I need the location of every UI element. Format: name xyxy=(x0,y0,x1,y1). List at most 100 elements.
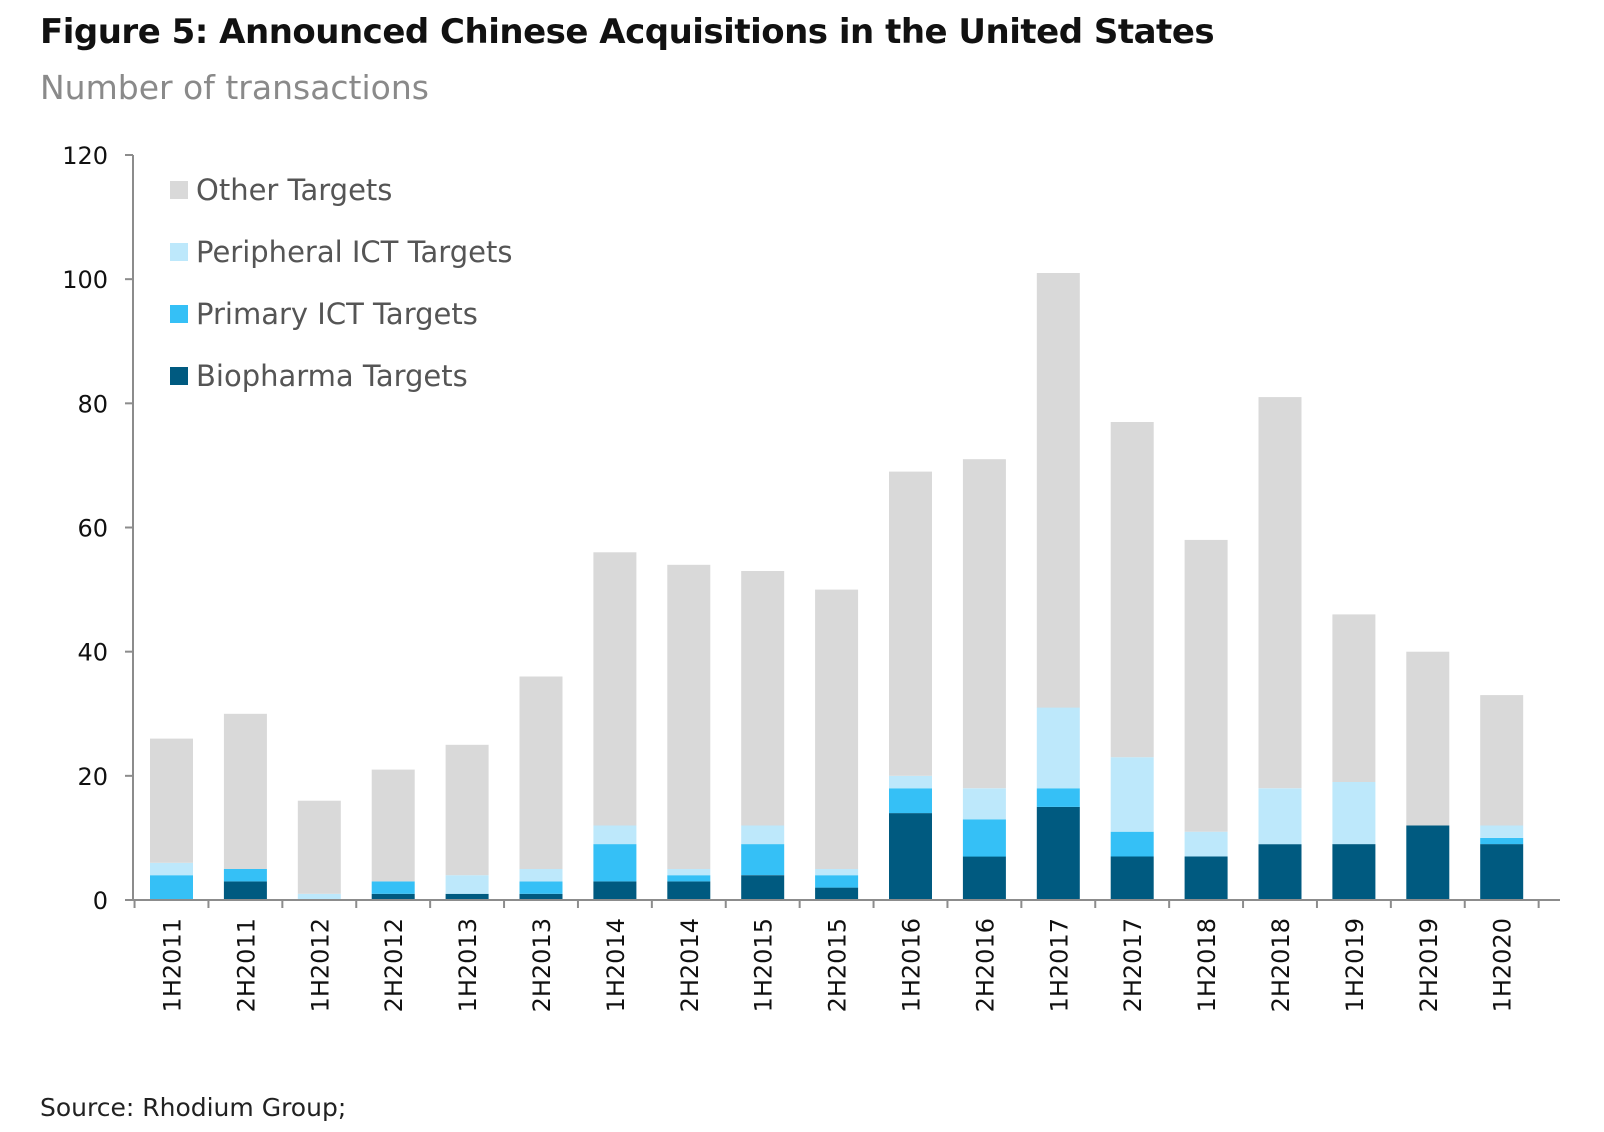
x-tick-label: 1H2012 xyxy=(306,918,334,1012)
legend-label-primary-ict-targets: Primary ICT Targets xyxy=(196,297,478,331)
bar-segment-primary-ict-targets-1H2014 xyxy=(593,844,637,882)
bar-segment-biopharma-targets-1H2020 xyxy=(1480,844,1524,900)
chart-title: Figure 5: Announced Chinese Acquisitions… xyxy=(40,12,1215,52)
x-tick-label: 2H2013 xyxy=(528,918,556,1012)
bar-segment-peripheral-ict-targets-2H2016 xyxy=(962,788,1006,820)
bar-segment-peripheral-ict-targets-1H2011 xyxy=(150,862,193,876)
bar-segment-primary-ict-targets-1H2015 xyxy=(741,844,785,876)
y-tick-label: 0 xyxy=(93,887,108,915)
bar-segment-biopharma-targets-2H2019 xyxy=(1406,825,1450,900)
x-tick-label: 1H2019 xyxy=(1341,918,1369,1012)
bar-segment-other-targets-1H2017 xyxy=(1036,273,1080,708)
bar-segment-other-targets-2H2012 xyxy=(371,769,415,882)
bar-segment-peripheral-ict-targets-1H2017 xyxy=(1036,707,1080,789)
legend-label-biopharma-targets: Biopharma Targets xyxy=(196,359,468,393)
x-tick-label: 2H2017 xyxy=(1119,918,1147,1012)
bar-segment-other-targets-2H2016 xyxy=(962,459,1006,789)
x-tick-label: 2H2014 xyxy=(676,918,704,1012)
x-tick-label: 2H2012 xyxy=(380,918,408,1012)
legend-label-other-targets: Other Targets xyxy=(196,173,392,207)
y-tick-label: 80 xyxy=(77,390,108,418)
x-tick-label: 1H2014 xyxy=(602,918,630,1012)
bar-segment-primary-ict-targets-2H2013 xyxy=(519,881,563,894)
legend-swatch-biopharma-targets xyxy=(170,367,188,385)
bar-segment-biopharma-targets-2H2013 xyxy=(519,893,563,900)
x-tick-label: 1H2017 xyxy=(1045,918,1073,1012)
bar-segment-peripheral-ict-targets-2H2018 xyxy=(1258,788,1302,845)
legend-swatch-primary-ict-targets xyxy=(170,305,188,323)
x-tick-label: 2H2016 xyxy=(971,918,999,1012)
bar-segment-other-targets-2H2013 xyxy=(519,676,563,869)
bar-segment-biopharma-targets-1H2014 xyxy=(593,881,637,900)
bar-segment-biopharma-targets-1H2018 xyxy=(1184,856,1228,900)
bar-segment-primary-ict-targets-2H2014 xyxy=(667,875,711,882)
bar-segment-biopharma-targets-2H2012 xyxy=(371,893,415,900)
bar-segment-other-targets-1H2018 xyxy=(1184,539,1228,832)
x-tick-label: 1H2011 xyxy=(159,918,187,1012)
legend-swatch-peripheral-ict-targets xyxy=(170,243,188,261)
bar-segment-peripheral-ict-targets-1H2012 xyxy=(297,893,341,900)
y-tick-label: 20 xyxy=(77,763,108,791)
x-tick-label: 2H2011 xyxy=(232,918,260,1012)
bar-segment-other-targets-1H2011 xyxy=(150,738,193,863)
bar-segment-other-targets-2H2014 xyxy=(667,564,711,869)
bar-segment-other-targets-2H2011 xyxy=(223,713,267,869)
bar-segment-other-targets-2H2019 xyxy=(1406,651,1450,826)
chart-subtitle: Number of transactions xyxy=(40,68,429,107)
y-tick-label: 60 xyxy=(77,515,108,543)
bar-segment-biopharma-targets-2H2015 xyxy=(815,887,859,900)
bar-segment-primary-ict-targets-2H2017 xyxy=(1110,831,1154,857)
bar-segment-primary-ict-targets-1H2016 xyxy=(889,788,932,814)
bar-segment-peripheral-ict-targets-2H2014 xyxy=(667,869,711,876)
bar-segment-biopharma-targets-2H2018 xyxy=(1258,844,1302,900)
bar-segment-peripheral-ict-targets-1H2015 xyxy=(741,825,785,845)
bar-segment-peripheral-ict-targets-1H2018 xyxy=(1184,831,1228,857)
y-tick-label: 120 xyxy=(62,142,108,170)
x-tick-label: 1H2016 xyxy=(898,918,926,1012)
legend-swatch-other-targets xyxy=(170,181,188,199)
y-tick-label: 100 xyxy=(62,266,108,294)
bar-segment-peripheral-ict-targets-1H2020 xyxy=(1480,825,1524,838)
bars-layer xyxy=(150,273,1524,900)
bar-segment-peripheral-ict-targets-1H2014 xyxy=(593,825,637,845)
bar-segment-other-targets-2H2015 xyxy=(815,589,859,869)
x-tick-label: 1H2020 xyxy=(1489,918,1517,1012)
bar-segment-other-targets-1H2019 xyxy=(1332,614,1376,782)
bar-segment-primary-ict-targets-2H2015 xyxy=(815,875,859,888)
bar-segment-biopharma-targets-1H2013 xyxy=(445,893,489,900)
bar-segment-peripheral-ict-targets-2H2013 xyxy=(519,869,563,882)
legend-label-peripheral-ict-targets: Peripheral ICT Targets xyxy=(196,235,512,269)
bar-segment-primary-ict-targets-1H2020 xyxy=(1480,837,1524,845)
bar-segment-biopharma-targets-1H2019 xyxy=(1332,844,1376,900)
bar-segment-primary-ict-targets-2H2016 xyxy=(962,819,1006,857)
y-tick-label: 40 xyxy=(77,639,108,667)
legend: Other Targets Peripheral ICT Targets Prima… xyxy=(170,173,512,393)
bar-segment-other-targets-1H2015 xyxy=(741,571,785,826)
bar-segment-other-targets-2H2017 xyxy=(1110,422,1154,758)
axes-layer: 0 20 40 60 80 100 120 1H2011 2H2011 1H2012 2H2012 1… xyxy=(62,142,1560,1012)
bar-segment-other-targets-1H2012 xyxy=(297,800,341,894)
x-tick-label: 1H2015 xyxy=(750,918,778,1012)
bar-segment-primary-ict-targets-1H2017 xyxy=(1036,788,1080,807)
bar-segment-other-targets-1H2014 xyxy=(593,552,637,826)
bar-segment-biopharma-targets-1H2015 xyxy=(741,875,785,900)
bar-segment-biopharma-targets-2H2017 xyxy=(1110,856,1154,900)
x-tick-label: 1H2013 xyxy=(454,918,482,1012)
bar-segment-other-targets-1H2020 xyxy=(1480,695,1524,826)
bar-segment-peripheral-ict-targets-1H2019 xyxy=(1332,782,1376,845)
bar-segment-biopharma-targets-2H2011 xyxy=(223,881,267,900)
bar-segment-biopharma-targets-1H2016 xyxy=(889,813,932,900)
x-tick-label: 1H2018 xyxy=(1193,918,1221,1012)
x-tick-label: 2H2018 xyxy=(1267,918,1295,1012)
bar-segment-peripheral-ict-targets-1H2016 xyxy=(889,775,932,789)
bar-segment-peripheral-ict-targets-2H2015 xyxy=(815,869,859,876)
bar-segment-other-targets-1H2013 xyxy=(445,744,489,876)
x-tick-label: 2H2015 xyxy=(824,918,852,1012)
bar-segment-other-targets-1H2016 xyxy=(889,471,932,776)
bar-segment-biopharma-targets-2H2016 xyxy=(962,856,1006,900)
bar-segment-primary-ict-targets-1H2011 xyxy=(150,875,193,900)
bar-segment-other-targets-2H2018 xyxy=(1258,397,1302,789)
bar-segment-primary-ict-targets-2H2011 xyxy=(223,869,267,882)
bar-segment-primary-ict-targets-2H2012 xyxy=(371,881,415,894)
bar-segment-biopharma-targets-2H2014 xyxy=(667,881,711,900)
